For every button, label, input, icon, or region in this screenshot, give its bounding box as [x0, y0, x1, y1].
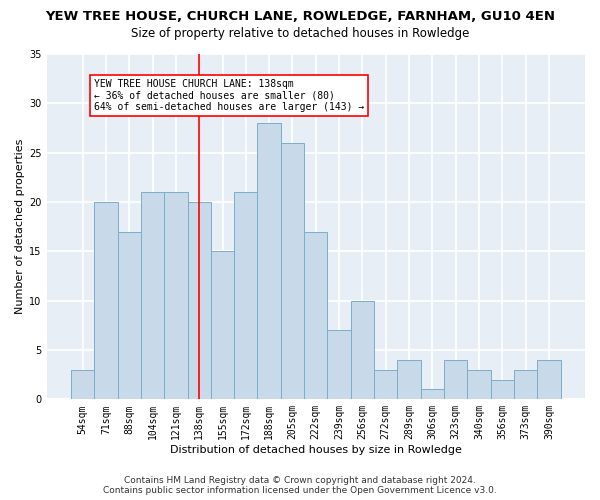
Bar [118, 232, 141, 400]
Text: YEW TREE HOUSE, CHURCH LANE, ROWLEDGE, FARNHAM, GU10 4EN: YEW TREE HOUSE, CHURCH LANE, ROWLEDGE, F… [45, 10, 555, 23]
Bar [188, 202, 211, 400]
Bar [328, 330, 351, 400]
Bar [164, 192, 188, 400]
Text: Contains public sector information licensed under the Open Government Licence v3: Contains public sector information licen… [103, 486, 497, 495]
Bar [397, 360, 421, 400]
X-axis label: Distribution of detached houses by size in Rowledge: Distribution of detached houses by size … [170, 445, 462, 455]
Bar [211, 252, 234, 400]
Bar [491, 380, 514, 400]
Bar [304, 232, 328, 400]
Bar [141, 192, 164, 400]
Text: Contains HM Land Registry data © Crown copyright and database right 2024.: Contains HM Land Registry data © Crown c… [124, 476, 476, 485]
Bar [71, 370, 94, 400]
Bar [444, 360, 467, 400]
Bar [467, 370, 491, 400]
Bar [537, 360, 560, 400]
Text: Size of property relative to detached houses in Rowledge: Size of property relative to detached ho… [131, 28, 469, 40]
Bar [351, 300, 374, 400]
Text: YEW TREE HOUSE CHURCH LANE: 138sqm
← 36% of detached houses are smaller (80)
64%: YEW TREE HOUSE CHURCH LANE: 138sqm ← 36%… [94, 78, 365, 112]
Bar [421, 390, 444, 400]
Bar [94, 202, 118, 400]
Bar [374, 370, 397, 400]
Y-axis label: Number of detached properties: Number of detached properties [15, 139, 25, 314]
Bar [514, 370, 537, 400]
Bar [234, 192, 257, 400]
Bar [257, 123, 281, 400]
Bar [281, 143, 304, 400]
